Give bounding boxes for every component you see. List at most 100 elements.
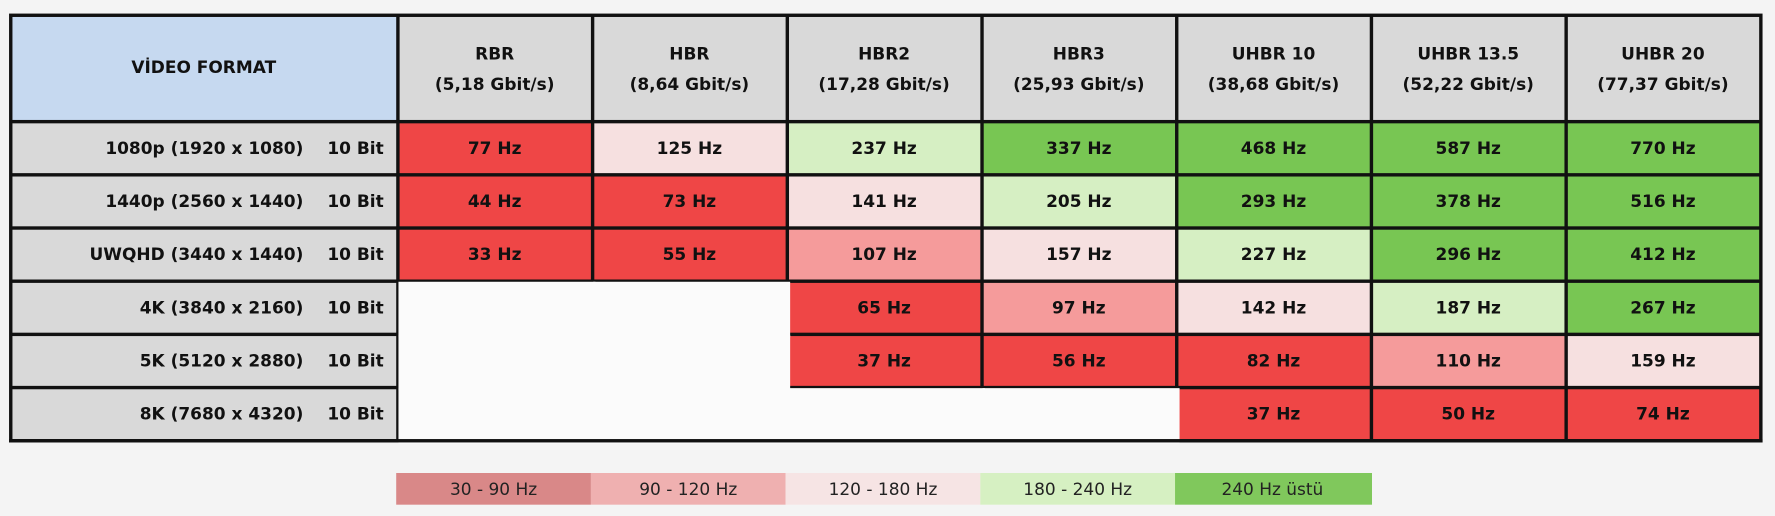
- row-label: 1080p (1920 x 1080): [105, 139, 303, 159]
- value-cell: [1178, 389, 1370, 440]
- legend-swatch: [785, 473, 981, 505]
- cell-value: 110 Hz: [1436, 352, 1502, 372]
- empty-cell: [787, 388, 985, 444]
- row-header-cell: [12, 229, 397, 280]
- column-rate: (8,64 Gbit/s): [630, 75, 750, 95]
- column-name: UHBR 20: [1621, 44, 1705, 64]
- value-cell: [399, 123, 591, 174]
- corner-cell: [12, 16, 397, 120]
- row-depth: 10 Bit: [327, 352, 383, 372]
- cell-value: 74 Hz: [1636, 405, 1690, 425]
- row-depth: 10 Bit: [327, 298, 383, 318]
- row-depth: 10 Bit: [327, 405, 383, 425]
- value-cell: [399, 176, 591, 227]
- value-cell: [1373, 336, 1565, 386]
- cell-value: 412 Hz: [1630, 245, 1696, 265]
- row-label: 5K (5120 x 2880): [140, 352, 304, 372]
- value-cell: [594, 123, 786, 174]
- header-cell: [1178, 16, 1370, 120]
- column-name: HBR3: [1053, 44, 1105, 64]
- row-header-cell: [12, 176, 397, 227]
- row-label: UWQHD (3440 x 1440): [89, 245, 303, 265]
- value-cell: [1567, 389, 1760, 440]
- cell-value: 157 Hz: [1046, 245, 1112, 265]
- row-label: 1440p (2560 x 1440): [105, 192, 303, 212]
- cell-value: 587 Hz: [1436, 139, 1502, 159]
- value-cell: [1373, 176, 1565, 227]
- value-cell: [983, 176, 1176, 227]
- legend-swatch: [1175, 473, 1373, 505]
- header-cell: [983, 16, 1176, 120]
- empty-cell: [982, 388, 1180, 444]
- row-header-cell: [12, 123, 397, 174]
- row-header-cell: [12, 389, 397, 440]
- column-rate: (38,68 Gbit/s): [1208, 75, 1339, 95]
- header-cell: [399, 16, 591, 120]
- cell-value: 337 Hz: [1046, 139, 1112, 159]
- legend-label: 180 - 240 Hz: [1023, 480, 1132, 500]
- row-header-cell: [12, 282, 397, 333]
- cell-value: 770 Hz: [1630, 139, 1696, 159]
- column-rate: (17,28 Gbit/s): [818, 75, 949, 95]
- column-name: RBR: [475, 44, 514, 64]
- header-cell: [789, 16, 981, 120]
- cell-value: 33 Hz: [468, 245, 522, 265]
- cell-value: 205 Hz: [1046, 192, 1112, 212]
- cell-value: 56 Hz: [1052, 352, 1106, 372]
- column-name: UHBR 10: [1232, 44, 1316, 64]
- column-name: HBR: [669, 44, 709, 64]
- empty-cell: [593, 334, 791, 391]
- column-rate: (77,37 Gbit/s): [1597, 75, 1728, 95]
- row-depth: 10 Bit: [327, 139, 383, 159]
- cell-value: 293 Hz: [1241, 192, 1307, 212]
- cell-value: 125 Hz: [657, 139, 723, 159]
- value-cell: [1373, 282, 1565, 333]
- cell-value: 37 Hz: [857, 352, 911, 372]
- row-label: 8K (7680 x 4320): [140, 405, 304, 425]
- legend-swatch: [980, 473, 1176, 505]
- value-cell: [594, 229, 786, 280]
- corner-label: VİDEO FORMAT: [131, 56, 276, 78]
- column-name: UHBR 13.5: [1417, 44, 1519, 64]
- column-rate: (25,93 Gbit/s): [1013, 75, 1144, 95]
- value-cell: [983, 229, 1176, 280]
- value-cell: [789, 336, 981, 386]
- value-cell: [1373, 389, 1565, 440]
- cell-value: 296 Hz: [1436, 245, 1502, 265]
- value-cell: [1567, 336, 1760, 386]
- empty-cell: [593, 388, 791, 444]
- cell-value: 55 Hz: [663, 245, 717, 265]
- cell-value: 516 Hz: [1630, 192, 1696, 212]
- row-depth: 10 Bit: [327, 192, 383, 212]
- row-header-cell: [12, 336, 397, 386]
- column-rate: (52,22 Gbit/s): [1403, 75, 1534, 95]
- frame-right-bottom: [9, 439, 1763, 443]
- column-rate: (5,18 Gbit/s): [435, 75, 555, 95]
- row-label: 4K (3840 x 2160): [140, 298, 304, 318]
- value-cell: [1178, 282, 1370, 333]
- value-cell: [789, 123, 981, 174]
- empty-cell: [398, 281, 596, 338]
- value-cell: [594, 176, 786, 227]
- cell-value: 267 Hz: [1630, 298, 1696, 318]
- value-cell: [1178, 229, 1370, 280]
- cell-value: 141 Hz: [851, 192, 917, 212]
- cell-value: 73 Hz: [663, 192, 717, 212]
- cell-value: 107 Hz: [851, 245, 917, 265]
- cell-value: 227 Hz: [1241, 245, 1307, 265]
- value-cell: [1373, 123, 1565, 174]
- value-cell: [1567, 229, 1760, 280]
- header-cell: [1567, 16, 1760, 120]
- cell-value: 187 Hz: [1436, 298, 1502, 318]
- empty-cell: [593, 281, 791, 338]
- value-cell: [789, 282, 981, 333]
- value-cell: [1567, 176, 1760, 227]
- value-cell: [983, 336, 1176, 386]
- legend-swatch: [590, 473, 786, 505]
- value-cell: [789, 229, 981, 280]
- value-cell: [399, 229, 591, 280]
- cell-value: 82 Hz: [1247, 352, 1301, 372]
- value-cell: [789, 176, 981, 227]
